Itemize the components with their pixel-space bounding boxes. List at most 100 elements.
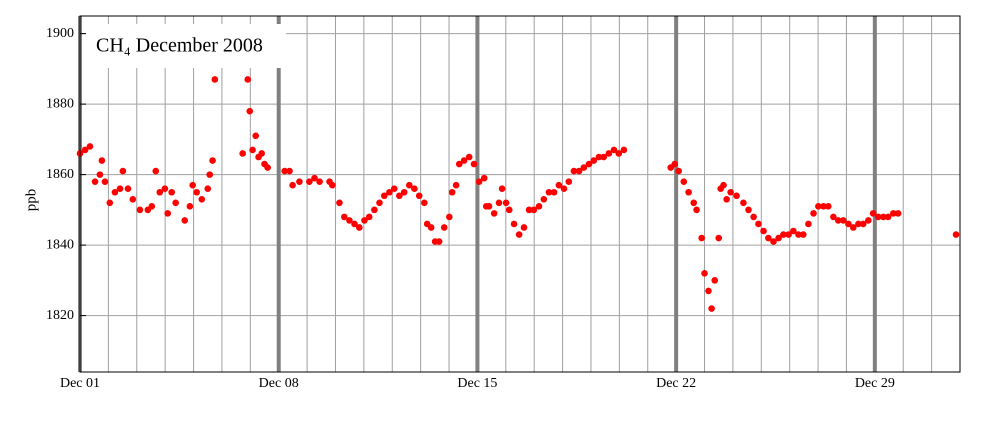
y-tick-label: 1820 [46, 308, 74, 323]
data-point [148, 203, 156, 210]
data-point [440, 224, 448, 231]
data-point [172, 199, 179, 207]
data-point [555, 181, 563, 189]
data-point [415, 192, 423, 200]
data-point [820, 203, 827, 210]
data-point [615, 150, 623, 157]
data-point [381, 192, 388, 200]
data-point [209, 157, 216, 164]
data-point [340, 213, 348, 221]
data-point [550, 188, 558, 196]
plot-frame [79, 15, 961, 373]
data-point [502, 199, 510, 207]
data-point [193, 188, 200, 196]
data-point [610, 146, 618, 154]
data-point [346, 217, 353, 224]
data-point [289, 181, 296, 189]
data-point [780, 231, 787, 238]
data-point [740, 199, 747, 207]
data-point [560, 185, 568, 193]
data-point [585, 160, 593, 168]
data-point [371, 206, 378, 214]
data-point [252, 132, 260, 140]
data-point [690, 199, 698, 207]
data-point [760, 227, 767, 235]
data-point [211, 76, 219, 83]
data-point [246, 107, 254, 115]
data-point [306, 178, 313, 185]
data-point [470, 160, 478, 168]
data-point [680, 178, 688, 185]
data-point [156, 188, 164, 196]
data-point [750, 213, 757, 221]
data-point [376, 199, 383, 207]
data-point [361, 217, 368, 224]
data-point [745, 206, 752, 214]
data-point [168, 188, 175, 196]
data-point [136, 206, 144, 214]
data-point [448, 188, 456, 196]
data-point [698, 234, 705, 242]
data-point [336, 199, 343, 207]
data-point [671, 160, 679, 168]
y-axis-label: ppb [23, 189, 39, 212]
data-point [869, 210, 877, 217]
data-point [161, 185, 169, 193]
data-point [770, 238, 777, 245]
data-point [296, 178, 303, 185]
data-point [189, 181, 196, 189]
data-point [244, 76, 252, 83]
data-point [239, 150, 246, 157]
data-point [480, 174, 488, 182]
data-point [435, 238, 443, 245]
marks [76, 76, 960, 312]
data-point [96, 171, 104, 178]
data-point [775, 234, 782, 242]
data-point [421, 199, 428, 207]
data-point [733, 192, 740, 200]
data-point [460, 157, 468, 164]
data-point [129, 195, 137, 203]
data-point [206, 171, 214, 178]
data-point [119, 167, 127, 175]
data-point [540, 195, 548, 203]
data-point [693, 206, 700, 214]
data-point [595, 153, 603, 161]
data-point [405, 181, 413, 189]
data-point [620, 146, 628, 154]
data-point [116, 185, 124, 193]
data-point [365, 213, 373, 221]
x-tick-label: Dec 22 [656, 376, 696, 391]
data-point [351, 220, 358, 228]
data-point [515, 231, 523, 238]
data-point [111, 188, 119, 196]
data-point [329, 181, 336, 189]
data-point [530, 206, 538, 214]
data-point [86, 143, 94, 150]
x-tick-label: Dec 08 [259, 376, 299, 391]
data-point [411, 185, 418, 193]
data-point [106, 199, 114, 207]
data-point [805, 220, 812, 228]
data-point [485, 203, 493, 210]
data-point [249, 146, 256, 154]
data-point [570, 167, 578, 175]
data-point [849, 224, 857, 231]
y-tick-label: 1880 [46, 96, 74, 111]
data-point [525, 206, 533, 214]
data-point [535, 203, 543, 210]
data-point [685, 188, 692, 196]
data-point [575, 167, 583, 175]
data-point [834, 217, 842, 224]
data-point [580, 164, 588, 171]
data-point [590, 157, 598, 164]
data-point [815, 203, 822, 210]
data-point [281, 167, 288, 175]
data-point [186, 203, 194, 210]
data-point [845, 220, 852, 228]
data-point [711, 277, 719, 284]
data-point [810, 210, 817, 217]
data-point [889, 210, 897, 217]
data-point [830, 213, 837, 221]
